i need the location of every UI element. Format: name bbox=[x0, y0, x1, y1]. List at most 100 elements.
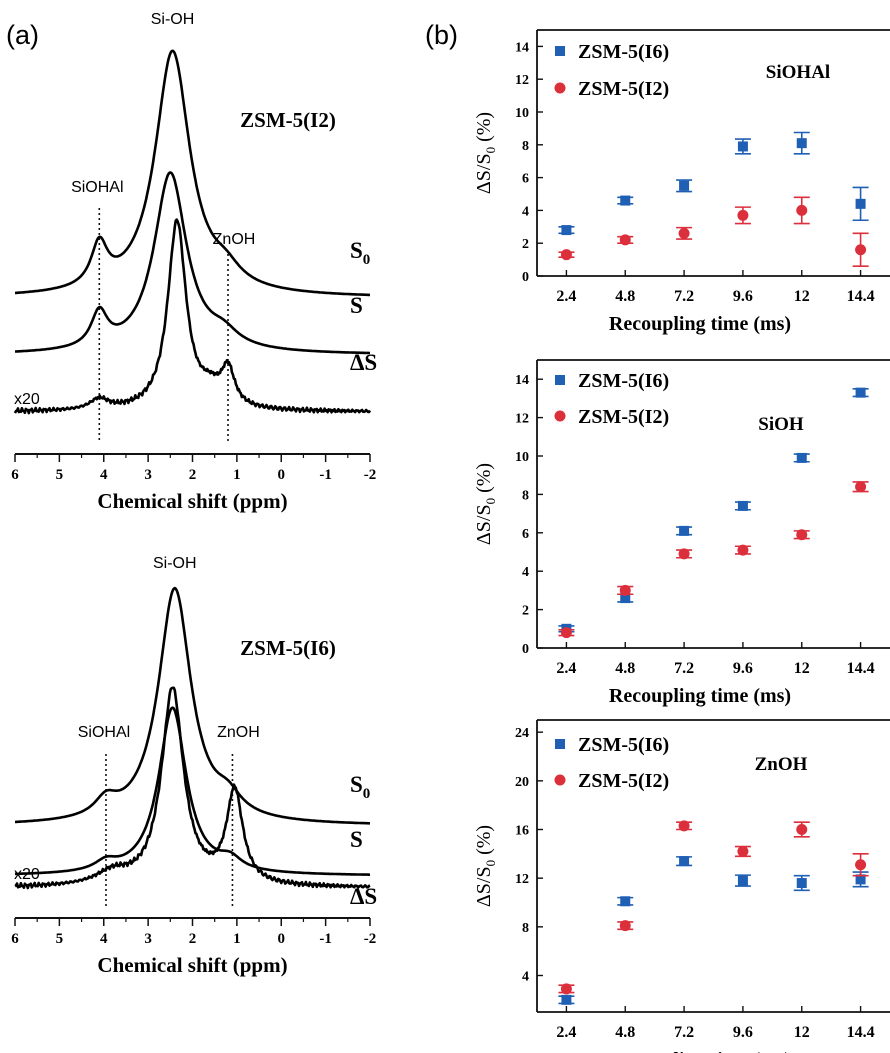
scatter-chart-siohal: 0 2 4 6 8 10 12 14 2.4 4.8 7.2 9.6 12 14.4 Recoupling … bbox=[473, 30, 890, 335]
panel-label-a: (a) bbox=[6, 20, 39, 50]
legend-marker-circle bbox=[555, 83, 566, 94]
y-tick-label: 4 bbox=[522, 970, 529, 985]
x-tick-label: 4.8 bbox=[615, 1024, 635, 1041]
data-point-square bbox=[797, 878, 807, 888]
x-tick-label: 9.6 bbox=[733, 660, 753, 677]
data-point-square bbox=[856, 199, 866, 209]
x-axis-label: Chemical shift (ppm) bbox=[97, 489, 287, 513]
spectrum-trace-s bbox=[15, 173, 370, 353]
data-point-circle bbox=[679, 548, 690, 559]
x-tick-label: 9.6 bbox=[733, 1024, 753, 1041]
data-point-circle bbox=[679, 820, 690, 831]
data-point-square bbox=[620, 196, 630, 206]
x-tick-label: 3 bbox=[144, 931, 152, 947]
y-tick-label: 4 bbox=[522, 565, 529, 580]
legend-label: ZSM-5(I2) bbox=[578, 770, 669, 792]
x-tick-label: 3 bbox=[144, 467, 152, 483]
data-point-circle bbox=[737, 846, 748, 857]
data-point-circle bbox=[855, 859, 866, 870]
peak-label: Si-OH bbox=[151, 11, 195, 28]
peak-label: ZnOH bbox=[213, 231, 256, 248]
scatter-chart-znoh: 4 8 12 16 20 24 2.4 4.8 7.2 9.6 12 14.4 Recoupling t… bbox=[473, 720, 890, 1053]
spectrum-trace-s0 bbox=[15, 588, 370, 823]
y-tick-label: 20 bbox=[515, 775, 529, 790]
legend-marker-circle bbox=[555, 775, 566, 786]
x-tick-label: 4.8 bbox=[615, 288, 635, 305]
data-point-circle bbox=[679, 228, 690, 239]
y-tick-label: 14 bbox=[515, 373, 529, 388]
x-tick-label: -1 bbox=[319, 467, 332, 483]
scatter-chart-sioh: 0 2 4 6 8 10 12 14 2.4 4.8 7.2 9.6 12 14.4 Recoupling … bbox=[473, 360, 890, 707]
x-tick-label: 12 bbox=[794, 288, 810, 305]
x-tick-label: 1 bbox=[233, 467, 241, 483]
y-axis-label: ΔS/S0 (%) bbox=[473, 825, 498, 907]
x-tick-label: 14.4 bbox=[847, 288, 875, 305]
x-tick-label: 2 bbox=[189, 931, 197, 947]
y-tick-label: 12 bbox=[515, 872, 529, 887]
y-tick-label: 6 bbox=[522, 172, 529, 187]
data-point-circle bbox=[561, 249, 572, 260]
x-tick-label: 6 bbox=[11, 931, 19, 947]
legend-marker-square bbox=[555, 739, 565, 749]
peak-label: ZnOH bbox=[217, 724, 260, 741]
y-tick-label: 0 bbox=[522, 270, 529, 285]
peak-label: SiOHAl bbox=[71, 179, 123, 196]
y-tick-label: 14 bbox=[515, 40, 529, 55]
data-point-square bbox=[856, 388, 866, 398]
chart-title: SiOH bbox=[758, 414, 804, 435]
data-point-square bbox=[561, 225, 571, 235]
data-point-circle bbox=[737, 545, 748, 556]
y-tick-label: 10 bbox=[515, 450, 529, 465]
x-tick-label: 1 bbox=[233, 931, 241, 947]
data-point-square bbox=[561, 995, 571, 1005]
y-tick-label: 24 bbox=[515, 726, 529, 741]
data-point-square bbox=[797, 453, 807, 463]
x-tick-label: 12 bbox=[794, 660, 810, 677]
legend-label: ZSM-5(I2) bbox=[578, 406, 669, 428]
data-point-square bbox=[620, 896, 630, 906]
peak-label: Si-OH bbox=[153, 555, 197, 572]
x-tick-label: 7.2 bbox=[674, 660, 694, 677]
data-point-square bbox=[679, 526, 689, 536]
x-axis-label: Chemical shift (ppm) bbox=[97, 953, 287, 977]
x-tick-label: 12 bbox=[794, 1024, 810, 1041]
legend-label: ZSM-5(I6) bbox=[578, 41, 669, 63]
y-tick-label: 16 bbox=[515, 824, 529, 839]
nmr-spectrum-zsm5-i2: 6 5 4 3 2 1 0 -1 -2 Chemical shift (ppm) ZSM-5(I2)… bbox=[11, 11, 377, 513]
data-point-square bbox=[679, 856, 689, 866]
x-tick-label: 0 bbox=[278, 467, 286, 483]
x-tick-label: 2.4 bbox=[556, 1024, 576, 1041]
y-tick-label: 12 bbox=[515, 412, 529, 427]
x-tick-label: 5 bbox=[56, 467, 64, 483]
x-tick-label: -2 bbox=[364, 931, 377, 947]
legend-marker-square bbox=[555, 375, 565, 385]
y-tick-label: 2 bbox=[522, 237, 529, 252]
data-point-circle bbox=[561, 627, 572, 638]
data-point-circle bbox=[620, 234, 631, 245]
trace-label: S0 bbox=[350, 772, 370, 802]
x-tick-label: 2.4 bbox=[556, 660, 576, 677]
x-tick-label: 14.4 bbox=[847, 1024, 875, 1041]
chart-title: SiOHAl bbox=[766, 62, 830, 83]
data-point-square bbox=[797, 138, 807, 148]
trace-label: ΔS bbox=[350, 884, 377, 909]
y-tick-label: 8 bbox=[522, 921, 529, 936]
nmr-spectrum-zsm5-i6: 6 5 4 3 2 1 0 -1 -2 Chemical shift (ppm) ZSM-5(I6)… bbox=[11, 555, 377, 977]
chart-title: ZnOH bbox=[755, 754, 808, 775]
data-point-circle bbox=[561, 983, 572, 994]
y-tick-label: 0 bbox=[522, 642, 529, 657]
x-axis-label: Recoupling time (ms) bbox=[609, 313, 791, 335]
x-tick-label: 0 bbox=[278, 931, 286, 947]
y-axis-label: ΔS/S0 (%) bbox=[473, 463, 498, 545]
data-point-circle bbox=[855, 244, 866, 255]
trace-label: S bbox=[350, 827, 363, 852]
panel-label-b: (b) bbox=[425, 20, 458, 50]
data-point-square bbox=[738, 141, 748, 151]
data-point-circle bbox=[855, 481, 866, 492]
chart-title: ZSM-5(I2) bbox=[240, 108, 336, 132]
legend-marker-square bbox=[555, 46, 565, 56]
x-tick-label: 4.8 bbox=[615, 660, 635, 677]
spectrum-trace-s bbox=[15, 708, 370, 875]
trace-label: S bbox=[350, 293, 363, 318]
